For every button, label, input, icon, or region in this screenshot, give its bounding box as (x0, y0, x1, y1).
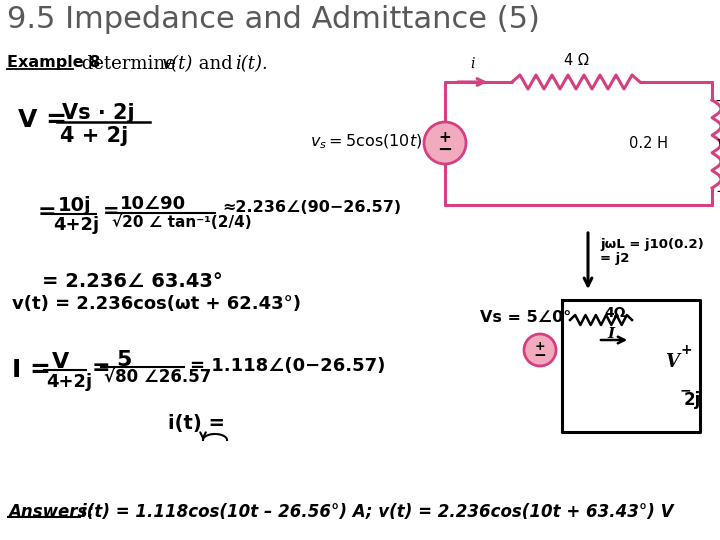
Text: √80 ∠26.57: √80 ∠26.57 (104, 368, 212, 386)
Text: = j2: = j2 (600, 252, 629, 265)
Text: 4+2j: 4+2j (46, 373, 92, 391)
Text: i(t) = 1.118cos(10t – 26.56°) A; v(t) = 2.236cos(10t + 63.43°) V: i(t) = 1.118cos(10t – 26.56°) A; v(t) = … (81, 503, 673, 521)
Text: =: = (92, 358, 111, 378)
Text: I =: I = (12, 358, 51, 382)
Text: +: + (680, 343, 692, 357)
Text: Vs = 5∠0°: Vs = 5∠0° (480, 310, 571, 325)
Text: 5: 5 (116, 350, 131, 370)
Text: +: + (715, 94, 720, 110)
Text: =: = (38, 202, 57, 222)
Text: determine: determine (76, 55, 181, 73)
Text: Answers:: Answers: (8, 503, 100, 521)
Text: ≈2.236∠(90−26.57): ≈2.236∠(90−26.57) (222, 200, 401, 215)
Text: −: − (715, 185, 720, 199)
Text: i(t).: i(t). (235, 55, 268, 73)
Text: 4+2j: 4+2j (53, 216, 99, 234)
Text: and: and (193, 55, 238, 73)
Text: =: = (103, 202, 120, 221)
Text: i: i (471, 57, 475, 71)
Text: 2j: 2j (683, 391, 701, 409)
Text: i(t) =: i(t) = (168, 414, 225, 433)
Circle shape (424, 122, 466, 164)
Text: jωL = j10(0.2): jωL = j10(0.2) (600, 238, 703, 251)
Text: +: + (438, 131, 451, 145)
Text: 10∠90: 10∠90 (120, 195, 186, 213)
Text: v: v (716, 134, 720, 152)
Text: V: V (52, 352, 69, 372)
Text: = 1.118∠(0−26.57): = 1.118∠(0−26.57) (190, 357, 385, 375)
Text: Vs · 2j: Vs · 2j (62, 103, 135, 123)
Text: = 2.236∠ 63.43°: = 2.236∠ 63.43° (42, 272, 222, 291)
Text: V =: V = (18, 108, 67, 132)
Text: 9.5 Impedance and Admittance (5): 9.5 Impedance and Admittance (5) (7, 5, 540, 34)
Text: 4Ω: 4Ω (604, 306, 626, 320)
Text: 4 Ω: 4 Ω (564, 53, 588, 68)
Text: −: − (680, 383, 692, 397)
Text: 10j: 10j (58, 196, 91, 215)
Text: √20 ∠ tan⁻¹(2/4): √20 ∠ tan⁻¹(2/4) (112, 215, 251, 230)
Text: +: + (535, 340, 545, 353)
Text: v(t) = 2.236cos(ωt + 62.43°): v(t) = 2.236cos(ωt + 62.43°) (12, 295, 301, 313)
Text: 0.2 H: 0.2 H (629, 136, 668, 151)
Text: I: I (608, 327, 615, 341)
Text: 4 + 2j: 4 + 2j (60, 126, 128, 146)
Text: $v_s = 5\cos(10t)$: $v_s = 5\cos(10t)$ (310, 133, 422, 151)
Text: v(t): v(t) (161, 55, 192, 73)
Text: −: − (438, 141, 453, 159)
Text: V: V (665, 353, 679, 371)
Text: Example 8: Example 8 (7, 55, 100, 70)
Circle shape (524, 334, 556, 366)
Text: −: − (534, 348, 546, 362)
